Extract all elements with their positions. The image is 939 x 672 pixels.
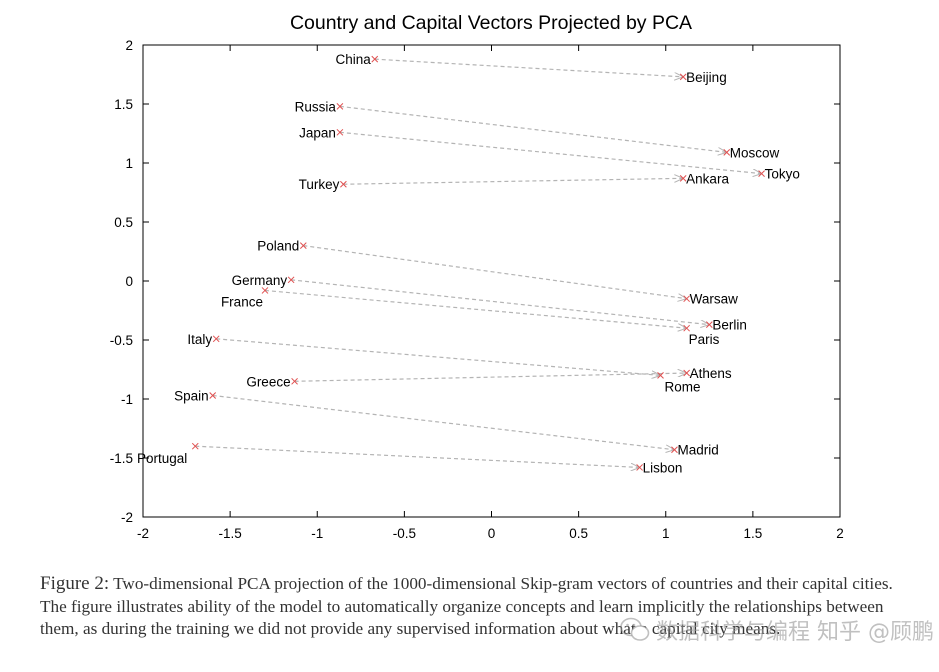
x-tick-label: -2 bbox=[137, 526, 149, 541]
figure-caption: Figure 2: Two-dimensional PCA projection… bbox=[40, 573, 915, 641]
arrow-france-paris bbox=[264, 289, 687, 328]
figure-label: Figure 2: bbox=[40, 573, 110, 594]
label-paris: Paris bbox=[689, 332, 720, 347]
label-poland: Poland bbox=[257, 239, 299, 254]
label-rome: Rome bbox=[665, 379, 701, 394]
marker-berlin bbox=[705, 321, 713, 329]
arrow-turkey-ankara bbox=[343, 178, 683, 185]
marker-greece bbox=[291, 377, 298, 385]
arrow-spain-madrid bbox=[212, 394, 675, 449]
marker-beijing bbox=[679, 73, 687, 81]
arrow-poland-warsaw bbox=[303, 245, 686, 299]
x-tick-label: 1.5 bbox=[743, 526, 762, 541]
arrow-portugal-lisbon bbox=[195, 445, 639, 467]
label-athens: Athens bbox=[690, 366, 732, 381]
label-spain: Spain bbox=[174, 388, 209, 403]
marker-portugal bbox=[191, 442, 199, 450]
marker-russia bbox=[336, 103, 344, 110]
x-tick-label: 2 bbox=[836, 526, 844, 541]
x-tick-label: -0.5 bbox=[393, 526, 416, 541]
y-tick-label: 0 bbox=[125, 274, 133, 289]
x-tick-label: 0.5 bbox=[569, 526, 588, 541]
label-portugal: Portugal bbox=[137, 451, 187, 466]
y-tick-label: 1.5 bbox=[114, 97, 133, 112]
label-lisbon: Lisbon bbox=[643, 460, 683, 475]
marker-germany bbox=[287, 276, 295, 284]
marker-italy bbox=[212, 335, 220, 343]
x-tick-label: -1 bbox=[311, 526, 323, 541]
marker-madrid bbox=[671, 446, 678, 454]
label-russia: Russia bbox=[295, 99, 337, 114]
label-china: China bbox=[335, 52, 371, 67]
chart-title: Country and Capital Vectors Projected by… bbox=[290, 12, 692, 34]
x-tick-label: 1 bbox=[662, 526, 670, 541]
marker-japan bbox=[336, 128, 344, 136]
y-tick-label: 1 bbox=[125, 156, 133, 171]
label-greece: Greece bbox=[246, 374, 290, 389]
arrow-china-beijing bbox=[374, 58, 683, 77]
label-italy: Italy bbox=[187, 332, 212, 347]
label-berlin: Berlin bbox=[712, 318, 747, 333]
country-capital-arrows bbox=[195, 58, 762, 467]
point-markers bbox=[191, 55, 765, 471]
label-tokyo: Tokyo bbox=[765, 167, 800, 182]
marker-paris bbox=[683, 324, 691, 332]
wechat-icon bbox=[620, 617, 650, 641]
y-tick-label: -1 bbox=[121, 392, 133, 407]
arrow-russia-moscow bbox=[339, 105, 727, 152]
arrow-germany-berlin bbox=[291, 279, 709, 325]
y-axis: -2 -1.5 -1 -0.5 0 0.5 1 1.5 2 bbox=[110, 38, 840, 525]
y-tick-label: 2 bbox=[125, 38, 133, 53]
watermark: 数据科学与编程 知乎 @顾鹏 bbox=[620, 612, 934, 648]
label-france: France bbox=[221, 294, 263, 309]
marker-ankara bbox=[679, 174, 687, 182]
label-japan: Japan bbox=[299, 125, 336, 140]
marker-rome bbox=[657, 372, 664, 379]
marker-lisbon bbox=[636, 464, 643, 471]
marker-china bbox=[371, 55, 379, 63]
label-beijing: Beijing bbox=[686, 70, 727, 85]
label-turkey: Turkey bbox=[299, 177, 340, 192]
figure-caption-text: Two-dimensional PCA projection of the 10… bbox=[40, 574, 893, 638]
arrow-japan-tokyo bbox=[339, 131, 762, 173]
y-tick-label: -0.5 bbox=[110, 333, 133, 348]
x-tick-label: -1.5 bbox=[218, 526, 241, 541]
label-germany: Germany bbox=[232, 273, 288, 288]
y-tick-label: -2 bbox=[121, 510, 133, 525]
watermark-text: 数据科学与编程 知乎 @顾鹏 bbox=[656, 620, 934, 645]
marker-athens bbox=[683, 369, 691, 377]
marker-france bbox=[261, 287, 269, 294]
x-axis: -2 -1.5 -1 -0.5 0 0.5 1 1.5 2 bbox=[137, 45, 844, 541]
arrow-greece-athens bbox=[294, 373, 687, 382]
marker-turkey bbox=[340, 180, 347, 188]
marker-tokyo bbox=[758, 170, 765, 177]
arrow-italy-rome bbox=[216, 338, 660, 376]
label-ankara: Ankara bbox=[686, 171, 729, 186]
label-madrid: Madrid bbox=[677, 443, 718, 458]
marker-spain bbox=[209, 392, 217, 399]
marker-warsaw bbox=[683, 295, 691, 303]
label-moscow: Moscow bbox=[730, 145, 780, 160]
y-tick-label: 0.5 bbox=[114, 215, 133, 230]
label-warsaw: Warsaw bbox=[690, 292, 739, 307]
marker-poland bbox=[299, 242, 307, 249]
pca-scatter-chart: Country and Capital Vectors Projected by… bbox=[110, 12, 844, 541]
y-tick-label: -1.5 bbox=[110, 451, 133, 466]
x-tick-label: 0 bbox=[488, 526, 496, 541]
marker-moscow bbox=[723, 149, 731, 156]
point-labels: China Beijing Russia Moscow Japan Tokyo Turkey… bbox=[137, 52, 800, 475]
